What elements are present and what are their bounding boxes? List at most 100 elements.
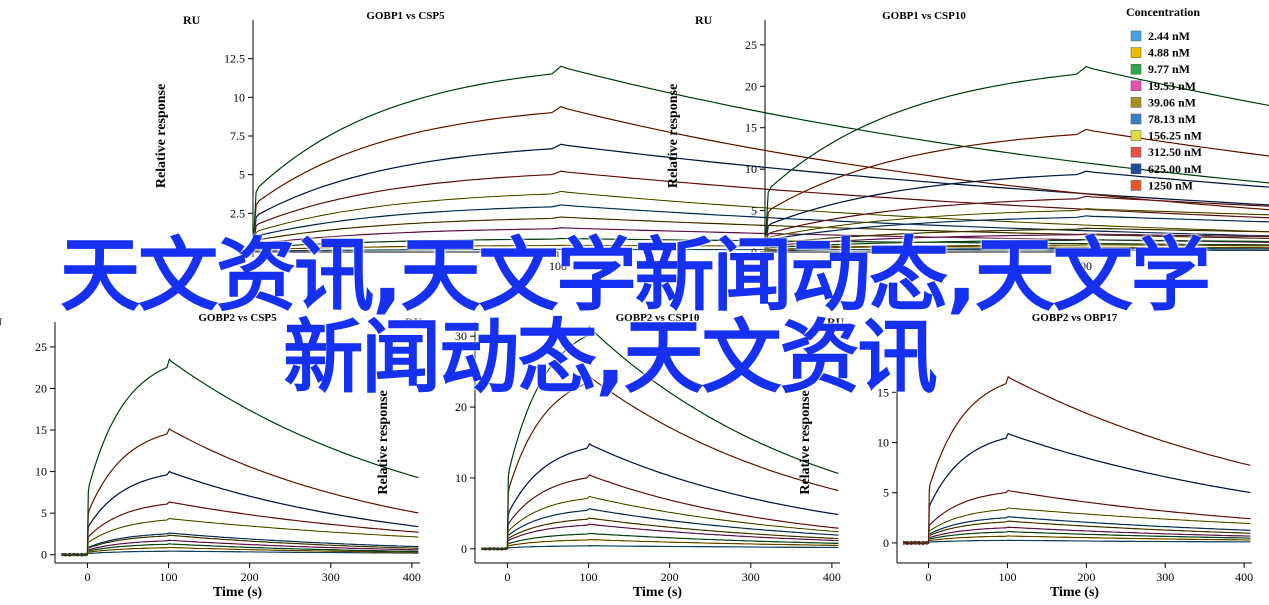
legend-label: 312.50 nM [1148, 145, 1202, 159]
legend-item: 4.88 nM [1130, 46, 1190, 60]
fit-line [252, 238, 1269, 253]
y-tick-label: 10 [745, 162, 757, 176]
legend-item: 625.00 nM [1130, 162, 1202, 176]
fit-line [252, 143, 1269, 253]
fit-line [61, 358, 419, 557]
fit-line [903, 526, 1251, 545]
legend-swatch [1130, 30, 1142, 42]
legend-label: 625.00 nM [1148, 162, 1202, 176]
y-tick-label: 10 [35, 465, 47, 479]
x-tick-label: 400 [403, 570, 421, 584]
unit-label: RU [695, 13, 713, 27]
legend-label: 156.25 nM [1148, 129, 1202, 143]
legend-swatch [1130, 130, 1142, 141]
y-tick-label: 20 [455, 400, 467, 414]
fit-line [61, 501, 419, 557]
fit-line [903, 433, 1251, 545]
y-tick-label: 0 [239, 245, 245, 259]
y-tick-label: 10 [877, 436, 889, 450]
fit-line [481, 325, 839, 551]
x-tick-label: 0 [504, 570, 510, 584]
fit-line [252, 216, 1269, 253]
legend-label: 4.88 nM [1148, 46, 1190, 60]
y-tick-label: 7.5 [230, 129, 245, 143]
y-axis-label: Relative response [666, 84, 681, 188]
fit-line [481, 375, 839, 551]
y-axis-label: Relative response [798, 390, 813, 494]
fit-line [764, 128, 1269, 253]
fit-line [764, 66, 1269, 253]
chart-title: GOBP1 vs CSP5 [366, 10, 445, 22]
legend-label: 39.06 nM [1148, 95, 1196, 109]
legend-swatch [1130, 47, 1142, 58]
legend-swatch [1130, 113, 1142, 125]
x-tick-label: 100 [1074, 259, 1092, 273]
fit-line [764, 239, 1269, 253]
fit-line [903, 376, 1251, 545]
legend-label: 19.53 nM [1148, 79, 1196, 93]
y-tick-label: 5 [883, 486, 889, 500]
fit-line [252, 190, 1269, 253]
y-tick-label: 5 [41, 506, 47, 520]
y-tick-label: 10 [233, 90, 245, 104]
chart-title: GOBP2 vs OBP17 [1032, 312, 1118, 324]
fit-line [61, 539, 419, 557]
fit-line [481, 474, 839, 551]
legend-item: 39.06 nM [1130, 95, 1196, 109]
fit-line [903, 520, 1251, 545]
x-tick-label: 100 [160, 570, 178, 584]
fit-line [764, 195, 1269, 253]
legend-item: 78.13 nM [1130, 112, 1196, 126]
fit-line [61, 534, 419, 557]
fit-line [61, 543, 419, 557]
fit-line [252, 204, 1269, 253]
legend-item: 312.50 nM [1130, 145, 1202, 159]
legend-item: 1250 nM [1130, 178, 1193, 192]
overlay-headline-line-1: 天文资讯,天文学新闻动态,天文学 [60, 229, 1211, 322]
legend-item: 19.53 nM [1130, 79, 1196, 93]
x-tick-label: 100 [580, 570, 598, 584]
panel-3: 0 5 10 15 20 25 0 100 200 300 400 RU GOBP2 vs CSP5 Re… [0, 312, 421, 600]
chart-title: GOBP2 vs CSP5 [198, 312, 277, 324]
legend-swatch [1130, 80, 1142, 92]
x-tick-label: 400 [823, 570, 841, 584]
fit-line [903, 516, 1251, 545]
y-tick-label: 0 [41, 548, 47, 562]
y-tick-label: 5 [239, 168, 245, 182]
fit-line [481, 532, 839, 551]
panel-5: 0 5 10 15 0 100 200 300 400 RU GOBP2 vs OBP17 Relat… [798, 312, 1253, 600]
fit-line [61, 428, 419, 557]
y-tick-label: 10 [455, 471, 467, 485]
y-tick-label: 12.5 [224, 52, 245, 66]
x-axis-label: Time (s) [213, 585, 262, 600]
unit-label: RU [183, 13, 201, 27]
fit-line [903, 539, 1251, 545]
y-tick-label: 0 [883, 536, 889, 550]
fit-line [252, 65, 1269, 253]
x-tick-label: 0 [926, 570, 932, 584]
x-tick-label: 300 [322, 570, 340, 584]
legend-item: 156.25 nM [1130, 129, 1202, 143]
fit-line [252, 170, 1269, 253]
fit-line [764, 227, 1269, 253]
fit-line [481, 495, 839, 551]
x-tick-label: 0 [250, 259, 256, 273]
fit-line [481, 517, 839, 551]
fit-line [903, 531, 1251, 545]
x-tick-label: 300 [742, 570, 760, 584]
chart-title: GOBP2 vs CSP10 [616, 312, 700, 324]
fit-line [252, 244, 1269, 253]
y-tick-label: 0 [461, 542, 467, 556]
x-tick-label: 400 [1235, 570, 1253, 584]
fit-line [61, 532, 419, 557]
fit-line [481, 545, 839, 551]
fit-line [481, 508, 839, 551]
legend-swatch [1130, 97, 1142, 108]
overlay-headline-line-2: 新闻动态,天文资讯 [283, 311, 937, 404]
legend-item: 2.44 nM [1130, 29, 1190, 43]
chart-title: GOBP1 vs CSP10 [882, 10, 966, 22]
